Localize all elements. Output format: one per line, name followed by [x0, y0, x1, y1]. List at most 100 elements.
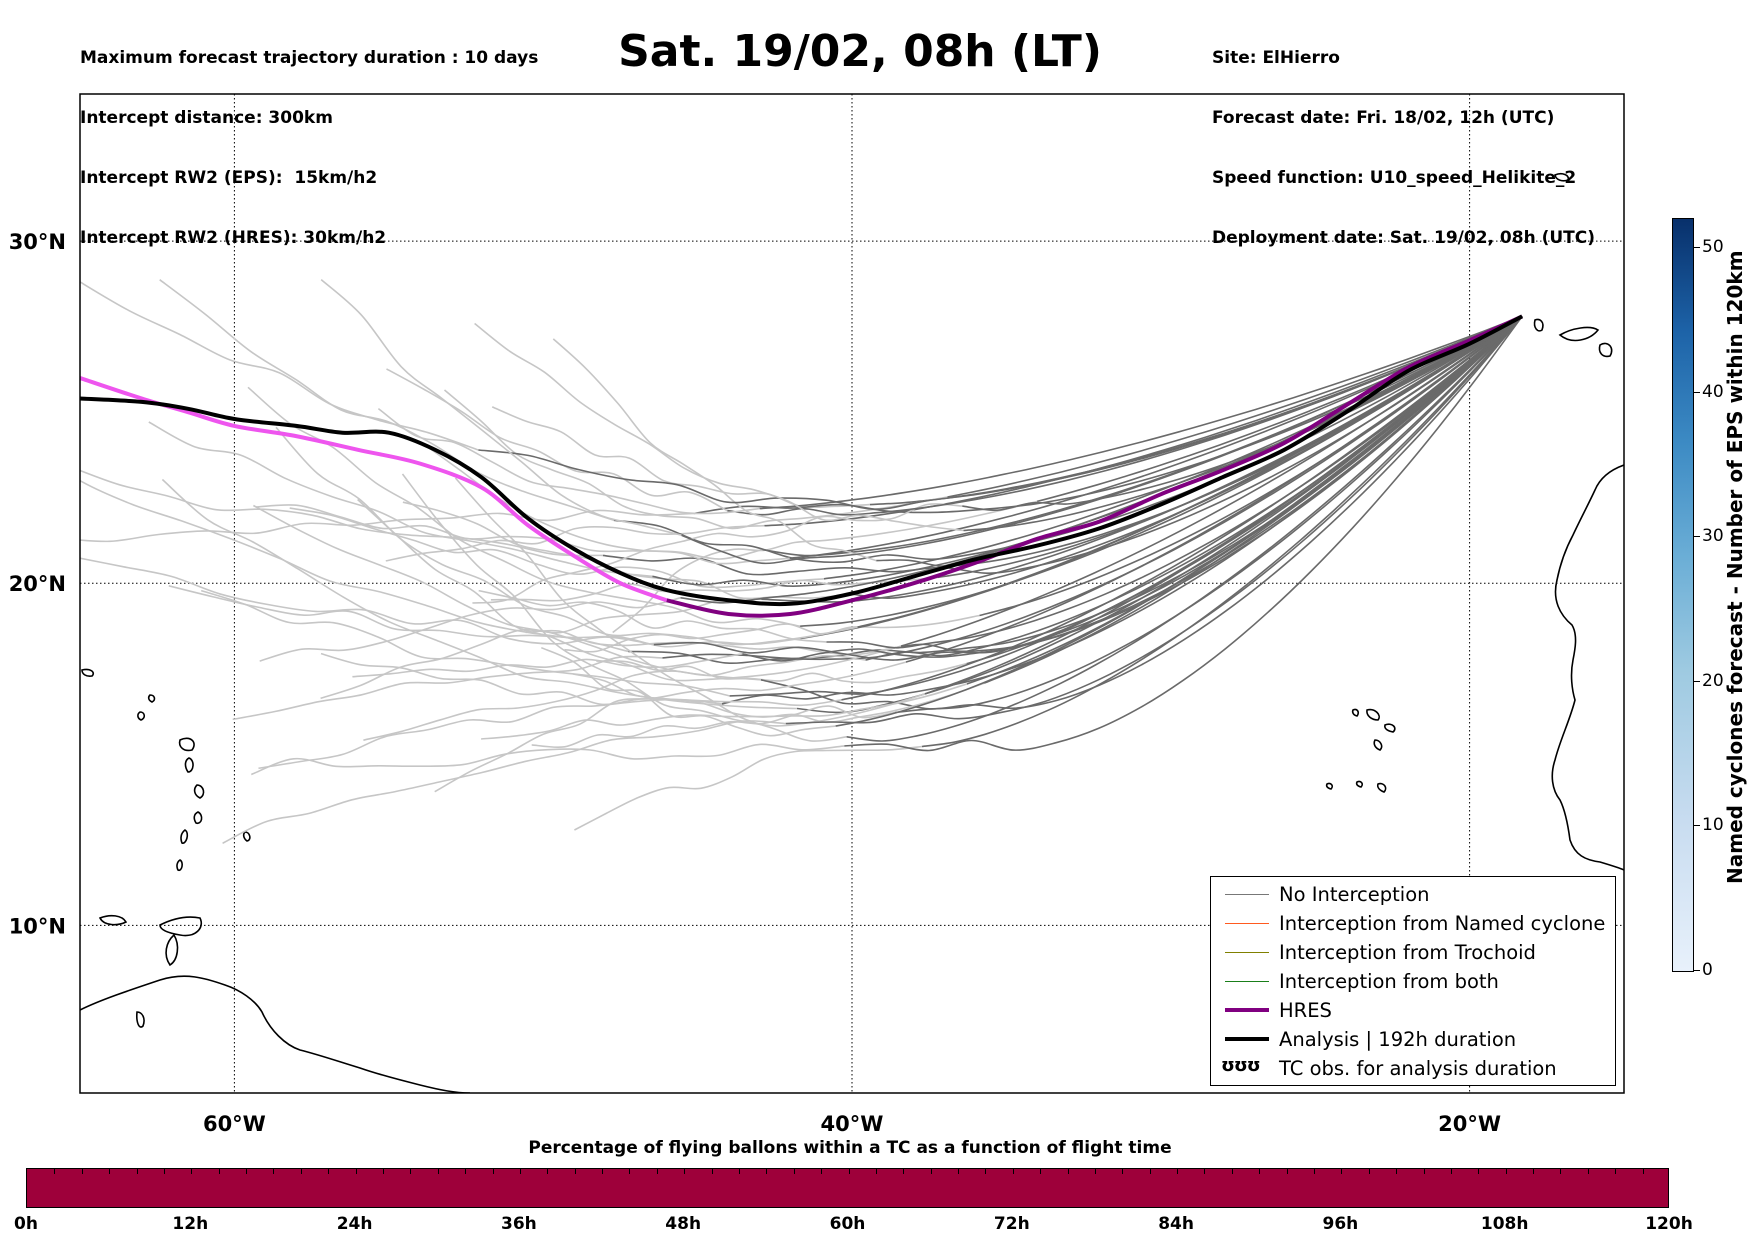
ensemble-trajectory — [729, 315, 1523, 697]
percentage-bar-tick — [382, 1169, 384, 1174]
percentage-bar-tick — [300, 1169, 302, 1174]
percentage-bar-tick-label: 0h — [14, 1214, 38, 1234]
ensemble-trajectory-late — [200, 589, 730, 697]
ensemble-trajectory-late — [232, 655, 663, 721]
hres-trajectory — [666, 314, 1523, 618]
header-line: Deployment date: Sat. 19/02, 08h (UTC) — [1212, 228, 1596, 248]
header-right-info: Site: ElHierro Forecast date: Fri. 18/02… — [1212, 8, 1595, 268]
ensemble-trajectory — [921, 315, 1523, 748]
percentage-bar-tick — [875, 1169, 877, 1174]
percentage-bar-tick — [246, 1169, 248, 1174]
ensemble-trajectory-late — [320, 278, 682, 536]
axis-tick-labels: 60°W 40°W 20°W 10°N 20°N 30°N — [9, 230, 1501, 1136]
ensemble-trajectory — [628, 315, 1523, 665]
header-line: Intercept distance: 300km — [80, 108, 333, 128]
percentage-bar-tick — [437, 1169, 439, 1174]
percentage-bar-tick — [355, 1169, 357, 1174]
legend-label: Interception from Named cyclone — [1279, 912, 1606, 935]
percentage-bar-tick — [1177, 1169, 1179, 1174]
ensemble-trajectory — [983, 315, 1523, 684]
ensemble-trajectory-late — [443, 389, 948, 530]
ensemble-trajectory — [857, 315, 1523, 628]
ensemble-trajectory-late — [320, 598, 762, 700]
header-line: Intercept RW2 (EPS): 15km/h2 — [80, 168, 378, 188]
colorbar-tick — [1694, 246, 1700, 248]
percentage-bar-tick-label: 108h — [1480, 1214, 1529, 1234]
ensemble-trajectory-late — [80, 509, 695, 543]
ensemble-trajectory-late — [259, 597, 681, 662]
colorbar-tick — [1694, 536, 1700, 538]
legend-item-hres: HRES — [1217, 997, 1613, 1025]
percentage-bar-tick — [602, 1169, 604, 1174]
ensemble-trajectory — [846, 315, 1523, 742]
percentage-bar-title: Percentage of flying ballons within a TC… — [528, 1138, 1172, 1158]
analysis-trajectory — [80, 314, 1524, 607]
legend-label: Interception from both — [1279, 970, 1499, 993]
ensemble-trajectory-late — [540, 646, 836, 737]
percentage-bar-tick — [109, 1169, 111, 1174]
ensemble-trajectory-late — [352, 653, 743, 678]
percentage-bar-tick-label: 96h — [1322, 1214, 1359, 1234]
ensemble-trajectory — [841, 315, 1523, 701]
ensemble-trajectory-late — [472, 503, 963, 604]
percentage-bar-tick — [136, 1169, 138, 1174]
percentage-bar-tick — [54, 1169, 56, 1174]
legend: No Interception Interception from Named … — [1210, 876, 1616, 1086]
ensemble-trajectory-late — [531, 705, 896, 749]
percentage-bar-tick — [1259, 1169, 1261, 1174]
percentage-bar-tick — [821, 1169, 823, 1174]
colorbar-tick-label: 40 — [1702, 381, 1724, 402]
ensemble-trajectory-late — [289, 507, 824, 589]
header-line: Maximum forecast trajectory duration : 1… — [80, 48, 539, 68]
plot-frame — [79, 93, 1625, 1094]
legend-item-both: Interception from both — [1217, 968, 1613, 996]
percentage-bar-tick — [738, 1169, 740, 1174]
percentage-bar-tick — [958, 1169, 960, 1174]
percentage-bar-tick — [1012, 1169, 1014, 1174]
percentage-bar-tick — [1067, 1169, 1069, 1174]
percentage-bar-tick — [1533, 1169, 1535, 1174]
ensemble-trajectory — [764, 315, 1523, 527]
percentage-bar-tick — [1642, 1169, 1644, 1174]
percentage-bar-tick — [1204, 1169, 1206, 1174]
ensemble-trajectory-late — [552, 338, 877, 562]
y-tick-label: 30°N — [9, 230, 66, 254]
percentage-bar-tick — [81, 1169, 83, 1174]
legend-swatch — [1225, 1037, 1269, 1041]
ensemble-trajectory — [890, 315, 1523, 653]
percentage-bar — [26, 1168, 1669, 1208]
percentage-bar-tick — [163, 1169, 165, 1174]
percentage-bar-tick — [985, 1169, 987, 1174]
percentage-bar-tick-label: 84h — [1158, 1214, 1194, 1234]
y-tick-label: 10°N — [9, 914, 66, 938]
ensemble-trajectory-late — [258, 698, 722, 770]
ensemble-trajectory — [759, 315, 1523, 510]
ensemble-trajectory — [900, 315, 1523, 647]
percentage-bar-tick — [492, 1169, 494, 1174]
ensemble-trajectory-late — [454, 477, 847, 742]
percentage-bar-tick — [1231, 1169, 1233, 1174]
colorbar-tick-label: 0 — [1702, 960, 1713, 980]
ensemble-trajectory-late — [574, 745, 922, 831]
legend-label: Analysis | 192h duration — [1279, 1028, 1517, 1051]
percentage-bar-tick — [1286, 1169, 1288, 1174]
legend-swatch — [1225, 952, 1269, 953]
ensemble-trajectory-late — [275, 426, 858, 646]
colorbar-tick-label: 30 — [1702, 526, 1724, 547]
percentage-bar-tick — [930, 1169, 932, 1174]
ensemble-trajectory — [963, 315, 1523, 532]
y-tick-label: 20°N — [9, 572, 66, 596]
ensemble-trajectory-late — [251, 743, 845, 776]
legend-label: HRES — [1279, 999, 1332, 1022]
header-line: Site: ElHierro — [1212, 48, 1340, 68]
percentage-bar-tick — [629, 1169, 631, 1174]
percentage-bar-tick — [711, 1169, 713, 1174]
header-line: Speed function: U10_speed_Helikite_2 — [1212, 168, 1577, 188]
main-trajectories — [80, 314, 1524, 618]
percentage-bar-tick — [1587, 1169, 1589, 1174]
coastlines — [80, 173, 1624, 1093]
percentage-bar-tick — [684, 1169, 686, 1174]
ensemble-trajectory-late — [357, 498, 902, 682]
ensemble-trajectory-late — [474, 322, 964, 532]
legend-swatch — [1225, 894, 1269, 895]
